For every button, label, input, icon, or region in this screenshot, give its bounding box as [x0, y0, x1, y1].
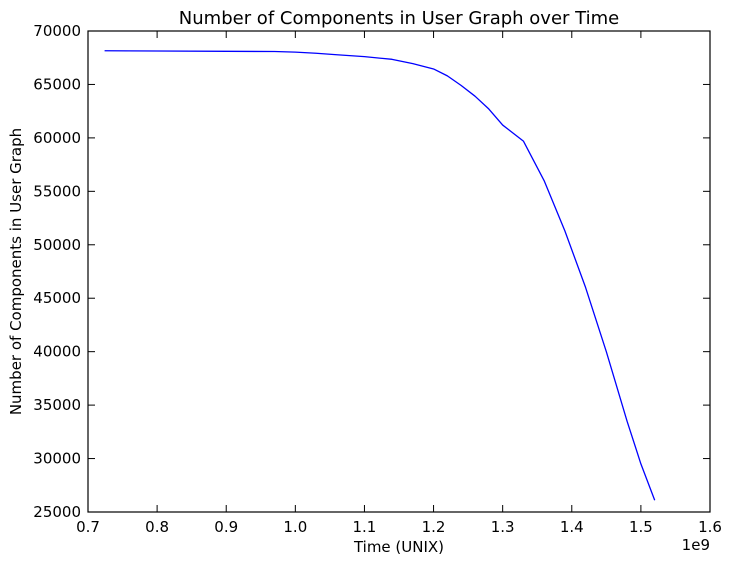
x-tick-label: 1.4 — [560, 518, 584, 536]
y-tick-label: 55000 — [33, 182, 81, 200]
x-tick-label: 0.9 — [214, 518, 238, 536]
y-tick-label: 35000 — [33, 396, 81, 414]
y-tick-label: 50000 — [33, 236, 81, 254]
y-tick-label: 45000 — [33, 289, 81, 307]
y-tick-label: 30000 — [33, 450, 81, 468]
y-tick-label: 65000 — [33, 75, 81, 93]
y-tick-label: 25000 — [33, 503, 81, 521]
y-tick-label: 70000 — [33, 22, 81, 40]
y-axis-label: Number of Components in User Graph — [7, 128, 25, 415]
plot-area: 0.7 0.8 0.9 1.0 1.1 1.2 1.3 1.4 1.5 1.6 25000 30000… — [33, 22, 722, 536]
x-tick-label: 0.7 — [76, 518, 100, 536]
x-tick-label: 1.1 — [353, 518, 377, 536]
x-tick-label: 1.5 — [629, 518, 653, 536]
x-tick-label: 1.3 — [491, 518, 515, 536]
y-tick-label: 40000 — [33, 343, 81, 361]
y-tick-label: 60000 — [33, 129, 81, 147]
x-tick-label: 1.6 — [698, 518, 722, 536]
series-line-0 — [104, 50, 656, 501]
x-axis-offset-label: 1e9 — [682, 536, 710, 554]
axes-frame — [87, 30, 711, 513]
x-tick-label: 1.0 — [283, 518, 307, 536]
chart-title: Number of Components in User Graph over … — [179, 8, 619, 29]
x-tick-label: 0.8 — [145, 518, 169, 536]
x-axis-label: Time (UNIX) — [353, 538, 444, 556]
x-tick-label: 1.2 — [422, 518, 446, 536]
